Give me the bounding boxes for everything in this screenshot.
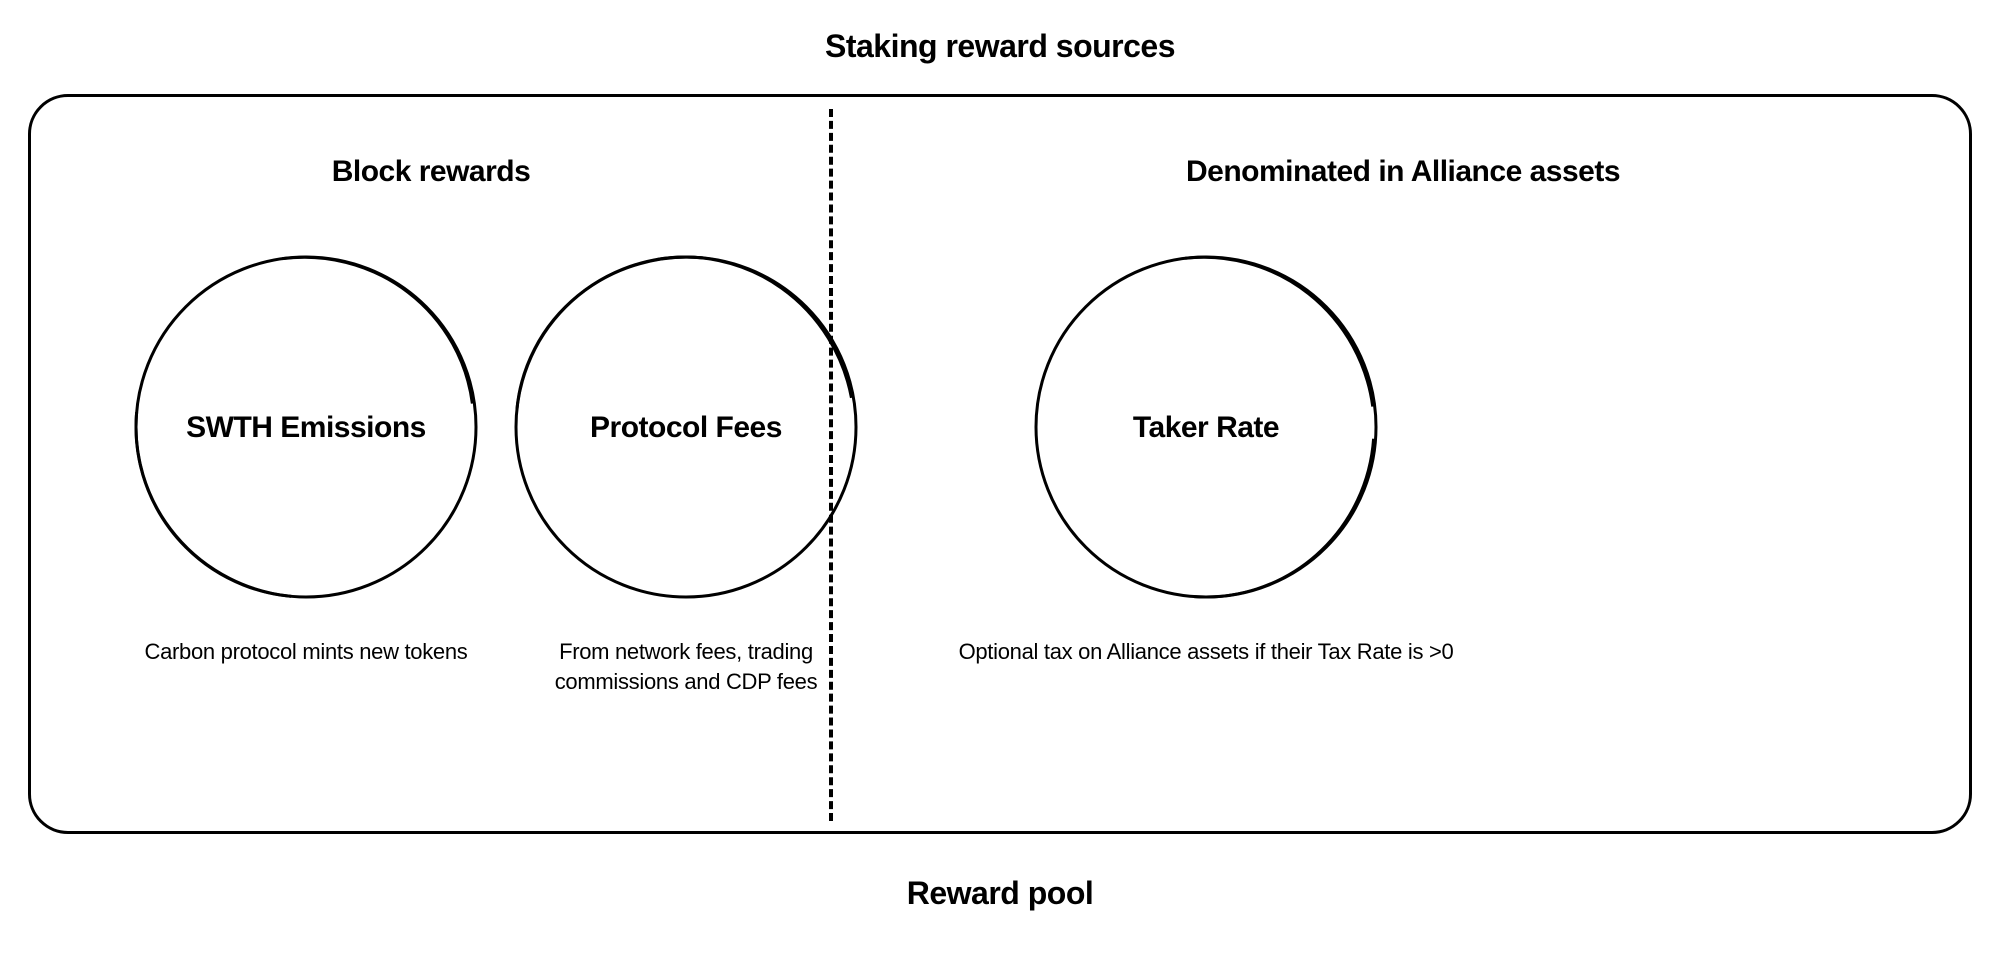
circle-taker-rate: Taker Rate Optional tax on Alliance asse… [1031,252,1381,667]
circle-caption: Carbon protocol mints new tokens [144,637,467,667]
section-title-alliance-assets: Denominated in Alliance assets [831,155,1975,189]
circle-shape: SWTH Emissions [131,252,481,602]
diagram-title: Staking reward sources [825,28,1175,65]
circle-label: Taker Rate [1103,408,1309,447]
circle-swth-emissions: SWTH Emissions Carbon protocol mints new… [131,252,481,667]
circle-protocol-fees: Protocol Fees From network fees, trading… [511,252,861,696]
circle-label: Protocol Fees [560,408,812,447]
circle-shape: Protocol Fees [511,252,861,602]
circle-caption: Optional tax on Alliance assets if their… [946,637,1466,667]
reward-pool-box: Block rewards Denominated in Alliance as… [28,94,1972,834]
circle-label: SWTH Emissions [156,408,456,447]
reward-pool-label: Reward pool [907,875,1094,912]
circle-caption: From network fees, trading commissions a… [511,637,861,696]
circle-shape: Taker Rate [1031,252,1381,602]
section-title-block-rewards: Block rewards [31,155,831,189]
